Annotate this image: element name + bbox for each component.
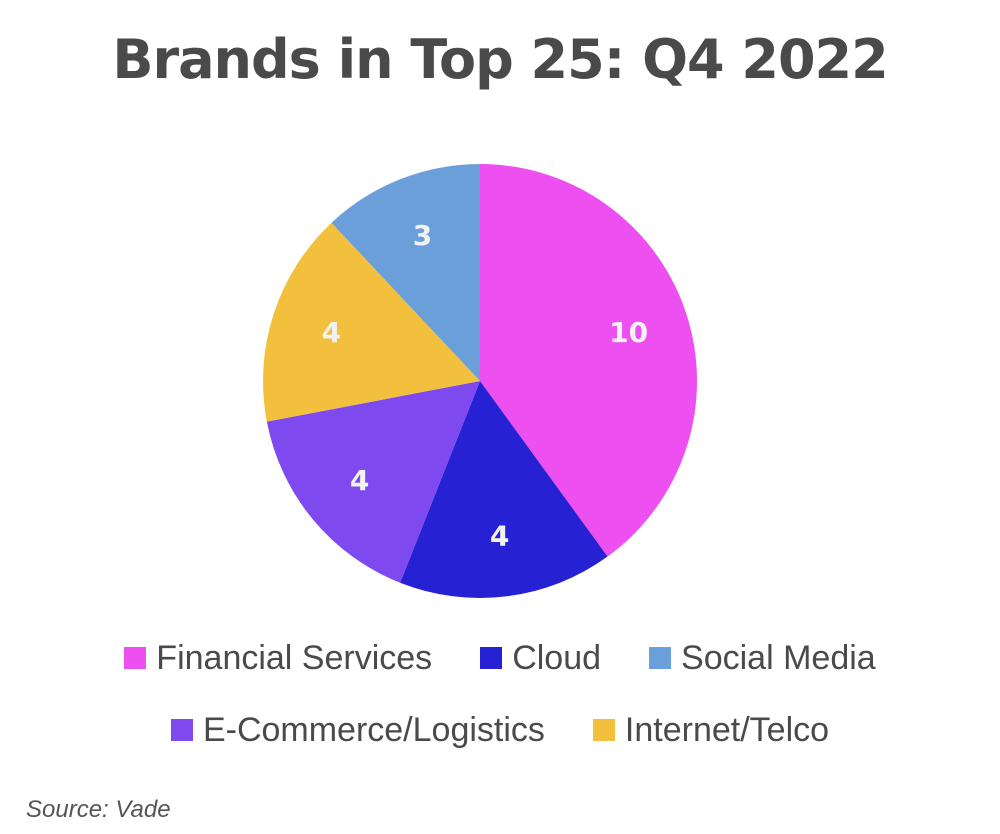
slice-value-label: 4: [350, 464, 369, 497]
pie-slice-financial-services: [480, 164, 697, 557]
legend-item: Social Media: [649, 639, 876, 678]
legend-swatch: [649, 647, 672, 669]
legend-swatch: [480, 647, 503, 669]
legend-item: E-Commerce/Logistics: [170, 710, 545, 750]
slice-value-label: 4: [490, 520, 509, 553]
slice-value-label: 4: [322, 316, 341, 349]
legend-item: Internet/Telco: [592, 710, 830, 750]
slice-value-label: 10: [609, 316, 648, 349]
pie-slice-e-commerce-logistics: [266, 381, 480, 583]
pie-slice-cloud: [400, 381, 608, 598]
legend-item: Financial Services: [124, 639, 432, 678]
legend-item: Cloud: [480, 639, 601, 678]
legend-label: Social Media: [681, 638, 876, 677]
chart-title: Brands in Top 25: Q4 2022: [112, 28, 888, 91]
legend-swatch: [170, 719, 193, 741]
legend-label: Cloud: [512, 638, 602, 677]
legend-swatch: [592, 719, 615, 741]
source-note: Source: Vade: [26, 796, 171, 823]
chart-legend: Financial Services Cloud Social Media E-Co…: [0, 628, 1000, 772]
pie-slice-social-media: [331, 164, 480, 381]
legend-row: E-Commerce/Logistics Internet/Telco: [0, 700, 1000, 760]
legend-label: Internet/Telco: [624, 710, 830, 749]
legend-label: Financial Services: [156, 638, 433, 677]
slice-value-label: 3: [413, 219, 432, 252]
legend-swatch: [124, 647, 147, 669]
legend-label: E-Commerce/Logistics: [202, 710, 545, 749]
legend-row: Financial Services Cloud Social Media: [0, 628, 1000, 688]
pie-slice-internet-telco: [263, 222, 480, 422]
